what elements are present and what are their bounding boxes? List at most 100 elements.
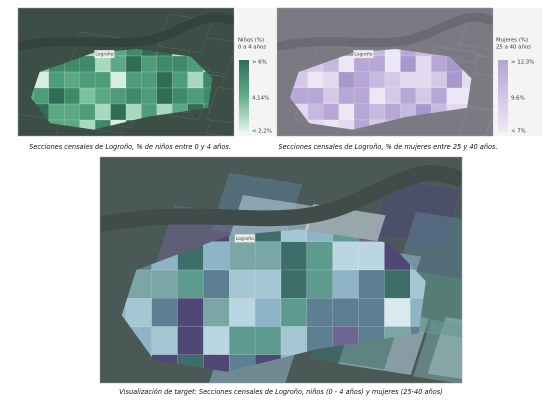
legend-title: Niños (%) [238, 38, 264, 44]
census-section [323, 71, 339, 89]
census-section [229, 241, 256, 271]
census-section [110, 87, 127, 105]
river [277, 12, 493, 51]
city [121, 229, 426, 372]
census-section [332, 241, 359, 271]
census-section [446, 87, 463, 105]
census-section [48, 87, 65, 105]
census-section [323, 103, 339, 121]
legend-subtitle: 0 a 4 años [238, 45, 266, 51]
census-section [332, 298, 359, 327]
town-label: Logroño [354, 52, 372, 58]
census-section [229, 326, 256, 355]
map-frame [17, 7, 235, 137]
census-section [79, 71, 96, 89]
census-section [338, 87, 355, 105]
census-section [292, 87, 309, 105]
census-section [307, 103, 324, 121]
census-section [79, 55, 96, 73]
census-section [110, 71, 127, 89]
legend-label: < 7% [511, 129, 526, 135]
census-section [384, 87, 401, 105]
legend-label: 4,14% [252, 96, 269, 102]
census-section [172, 71, 188, 89]
census-section [306, 241, 333, 271]
census-section [369, 55, 386, 73]
census-section [254, 326, 282, 355]
census-section [254, 269, 282, 299]
census-section [400, 55, 417, 73]
census-section [141, 87, 158, 105]
census-section [151, 269, 178, 299]
census-section [338, 103, 355, 121]
census-section [431, 87, 447, 105]
census-section [415, 55, 432, 73]
census-section [141, 71, 158, 89]
town-marker [234, 234, 255, 243]
map: Logroño [17, 7, 235, 137]
legend-label: > 12,3% [511, 60, 534, 66]
census-section [323, 87, 339, 105]
census-section [358, 269, 385, 299]
census-section [384, 55, 401, 73]
legend-ramp [498, 60, 508, 132]
census-section [332, 269, 359, 299]
census-section [177, 269, 204, 299]
census-section [431, 55, 447, 73]
city [30, 48, 213, 130]
census-section [79, 87, 96, 105]
census-section [280, 326, 308, 355]
census-section [172, 87, 188, 105]
census-section [156, 87, 173, 105]
census-section [203, 269, 230, 299]
map-frame [276, 7, 494, 137]
census-section [229, 269, 256, 299]
census-section [94, 103, 111, 121]
census-section [229, 298, 256, 327]
census-section [384, 298, 411, 327]
census-section [400, 71, 417, 89]
census-section [369, 103, 386, 121]
census-section [125, 87, 142, 105]
census-section [177, 326, 204, 355]
census-section [307, 71, 324, 89]
census-section [64, 87, 80, 105]
census-section [384, 269, 411, 299]
census-section [338, 71, 355, 89]
census-section [177, 298, 204, 327]
census-section [125, 55, 142, 73]
census-section [94, 87, 111, 105]
census-section [338, 55, 355, 73]
census-section [358, 298, 385, 327]
census-section [384, 71, 401, 89]
census-section [280, 269, 308, 299]
census-section [94, 55, 111, 73]
district [206, 87, 234, 124]
caption: Visualización de target: Secciones censa… [119, 388, 443, 396]
census-section [79, 103, 96, 121]
census-section [94, 71, 111, 89]
caption: Secciones censales de Logroño, % de niño… [29, 143, 231, 151]
census-section [125, 103, 142, 121]
census-section [151, 326, 178, 355]
census-section [353, 71, 370, 89]
census-section [156, 71, 173, 89]
legend-title: Mujeres (%) [496, 38, 528, 44]
census-section [353, 55, 370, 73]
census-section [280, 241, 308, 271]
census-section [369, 71, 386, 89]
census-section [358, 241, 385, 271]
census-section [203, 326, 230, 355]
census-section [369, 87, 386, 105]
census-section [353, 87, 370, 105]
census-section [125, 298, 152, 327]
census-section [384, 103, 401, 121]
census-section [353, 103, 370, 121]
census-section [33, 87, 50, 105]
census-section [306, 269, 333, 299]
census-section [64, 103, 80, 121]
census-section [187, 87, 204, 105]
census-section [110, 55, 127, 73]
census-section [48, 103, 65, 121]
